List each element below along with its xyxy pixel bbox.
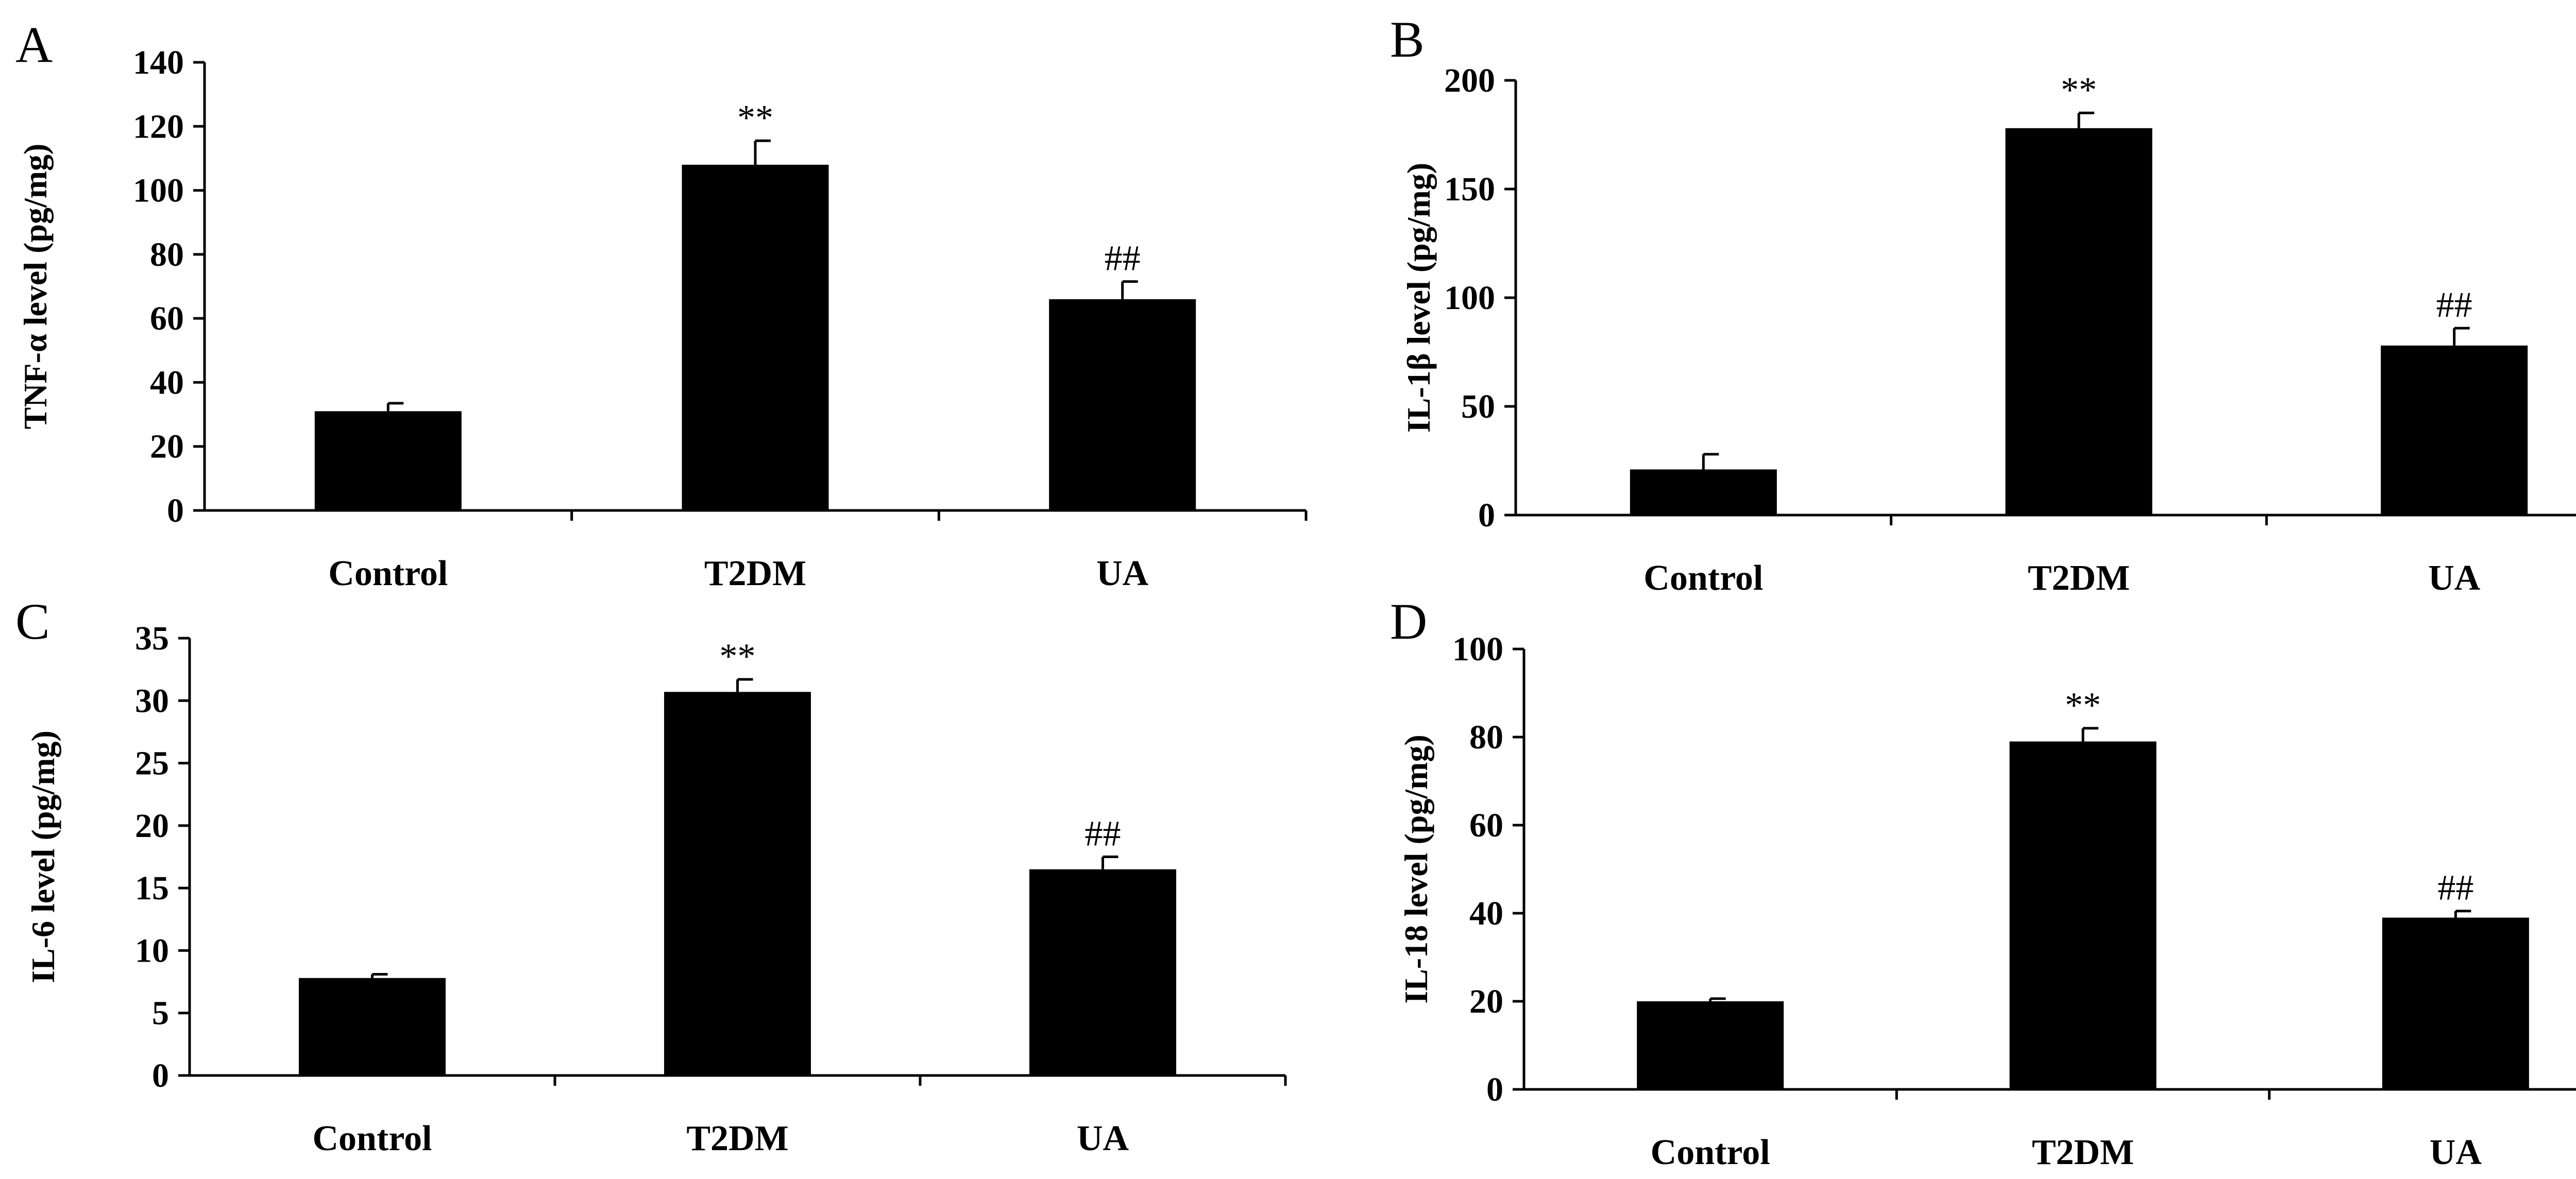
panel-d-ytick-label: 80 bbox=[1469, 719, 1503, 756]
panel-b-bar-control bbox=[1630, 469, 1777, 515]
panel-a-bar-control bbox=[314, 411, 462, 510]
panel-d-bar-control bbox=[1637, 1001, 1784, 1089]
panel-c-letter: C bbox=[15, 593, 50, 650]
panel-c: C 0 5 10 15 20 25 30 35 IL-6 level (pg/mg) Control… bbox=[15, 593, 1287, 1158]
panel-c-bar-ua bbox=[1029, 869, 1176, 1075]
panel-c-ytick-label: 30 bbox=[135, 682, 169, 720]
panel-d-bar-t2dm bbox=[2009, 741, 2157, 1089]
panel-d-ytick-label: 100 bbox=[1452, 630, 1503, 668]
panel-d-ytick-label: 0 bbox=[1486, 1071, 1503, 1108]
panel-d-bar-ua bbox=[2382, 917, 2529, 1089]
panel-b-ytick-label: 0 bbox=[1478, 497, 1495, 534]
panel-c-category-label: Control bbox=[312, 1119, 432, 1158]
panel-a-category-label: T2DM bbox=[704, 554, 806, 593]
panel-a-ytick-label: 80 bbox=[150, 236, 184, 274]
panel-b-annotation: ** bbox=[2061, 70, 2097, 110]
panel-c-ylabel: IL-6 level (pg/mg) bbox=[25, 730, 61, 983]
panel-c-annotation: ** bbox=[720, 637, 756, 676]
panel-a-ytick-label: 140 bbox=[133, 44, 184, 81]
panel-d-annotation: ** bbox=[2065, 686, 2101, 725]
panel-d-category-label: UA bbox=[2430, 1133, 2482, 1172]
panel-a-letter: A bbox=[15, 16, 53, 73]
panel-b-ytick-label: 150 bbox=[1444, 170, 1495, 208]
panel-a-category-label: UA bbox=[1096, 554, 1149, 593]
panel-b-ytick-label: 100 bbox=[1444, 279, 1495, 317]
panel-b-ytick-label: 50 bbox=[1461, 388, 1495, 425]
panel-a-ytick-label: 20 bbox=[150, 428, 184, 466]
panel-c-ytick-label: 10 bbox=[135, 932, 169, 969]
panel-c-category-label: UA bbox=[1077, 1119, 1129, 1158]
panel-a: A 0 20 40 60 80 100 120 140 TNF-α level (pg/mg) Co… bbox=[15, 16, 1308, 593]
panel-b-bar-ua bbox=[2381, 345, 2528, 515]
panel-c-ytick-label: 35 bbox=[135, 620, 169, 657]
panel-d-ytick-label: 40 bbox=[1469, 895, 1503, 932]
panel-b-ytick-label: 200 bbox=[1444, 62, 1495, 99]
panel-d-category-label: T2DM bbox=[2032, 1133, 2134, 1172]
panel-b-ylabel: IL-1β level (pg/mg) bbox=[1400, 163, 1437, 433]
panel-a-ytick-label: 60 bbox=[150, 300, 184, 337]
panel-c-bar-t2dm bbox=[664, 692, 811, 1075]
panel-d-annotation: ## bbox=[2437, 868, 2473, 908]
panel-c-annotation: ## bbox=[1085, 814, 1121, 854]
panel-a-ytick-label: 120 bbox=[133, 108, 184, 145]
panel-a-annotation: ## bbox=[1105, 239, 1141, 279]
panel-b-annotation: ## bbox=[2436, 285, 2472, 325]
panel-d-category-label: Control bbox=[1651, 1133, 1770, 1172]
panel-a-ylabel: TNF-α level (pg/mg) bbox=[17, 144, 54, 430]
panel-a-category-label: Control bbox=[328, 554, 448, 593]
panel-c-ytick-label: 0 bbox=[152, 1057, 169, 1095]
panel-a-bar-ua bbox=[1049, 299, 1196, 510]
panel-d-ylabel: IL-18 level (pg/mg) bbox=[1398, 734, 1434, 1004]
panel-b-bar-t2dm bbox=[2005, 128, 2153, 516]
panel-c-ytick-label: 5 bbox=[152, 995, 169, 1032]
panel-a-bar-t2dm bbox=[682, 164, 829, 510]
panel-d-letter: D bbox=[1390, 593, 1427, 650]
panel-c-bar-control bbox=[299, 978, 446, 1075]
panel-c-category-label: T2DM bbox=[686, 1119, 788, 1158]
panel-a-ytick-label: 0 bbox=[167, 492, 184, 529]
panel-d: D 0 20 40 60 80 100 IL-18 level (pg/mg) Control *… bbox=[1390, 593, 2576, 1172]
panel-b-letter: B bbox=[1390, 11, 1425, 68]
panel-b-category-label: Control bbox=[1643, 558, 1763, 598]
panel-d-ytick-label: 20 bbox=[1469, 983, 1503, 1020]
panel-b: B 0 50 100 150 200 IL-1β level (pg/mg) Control *… bbox=[1390, 11, 2576, 598]
panel-b-category-label: T2DM bbox=[2028, 558, 2130, 598]
panel-a-ytick-label: 40 bbox=[150, 364, 184, 401]
panel-a-ytick-label: 100 bbox=[133, 172, 184, 210]
panel-c-ytick-label: 15 bbox=[135, 869, 169, 907]
panel-d-ytick-label: 60 bbox=[1469, 807, 1503, 844]
panel-b-category-label: UA bbox=[2428, 558, 2481, 598]
panel-c-ytick-label: 20 bbox=[135, 807, 169, 845]
panel-a-annotation: ** bbox=[737, 98, 773, 138]
panel-c-ytick-label: 25 bbox=[135, 745, 169, 782]
